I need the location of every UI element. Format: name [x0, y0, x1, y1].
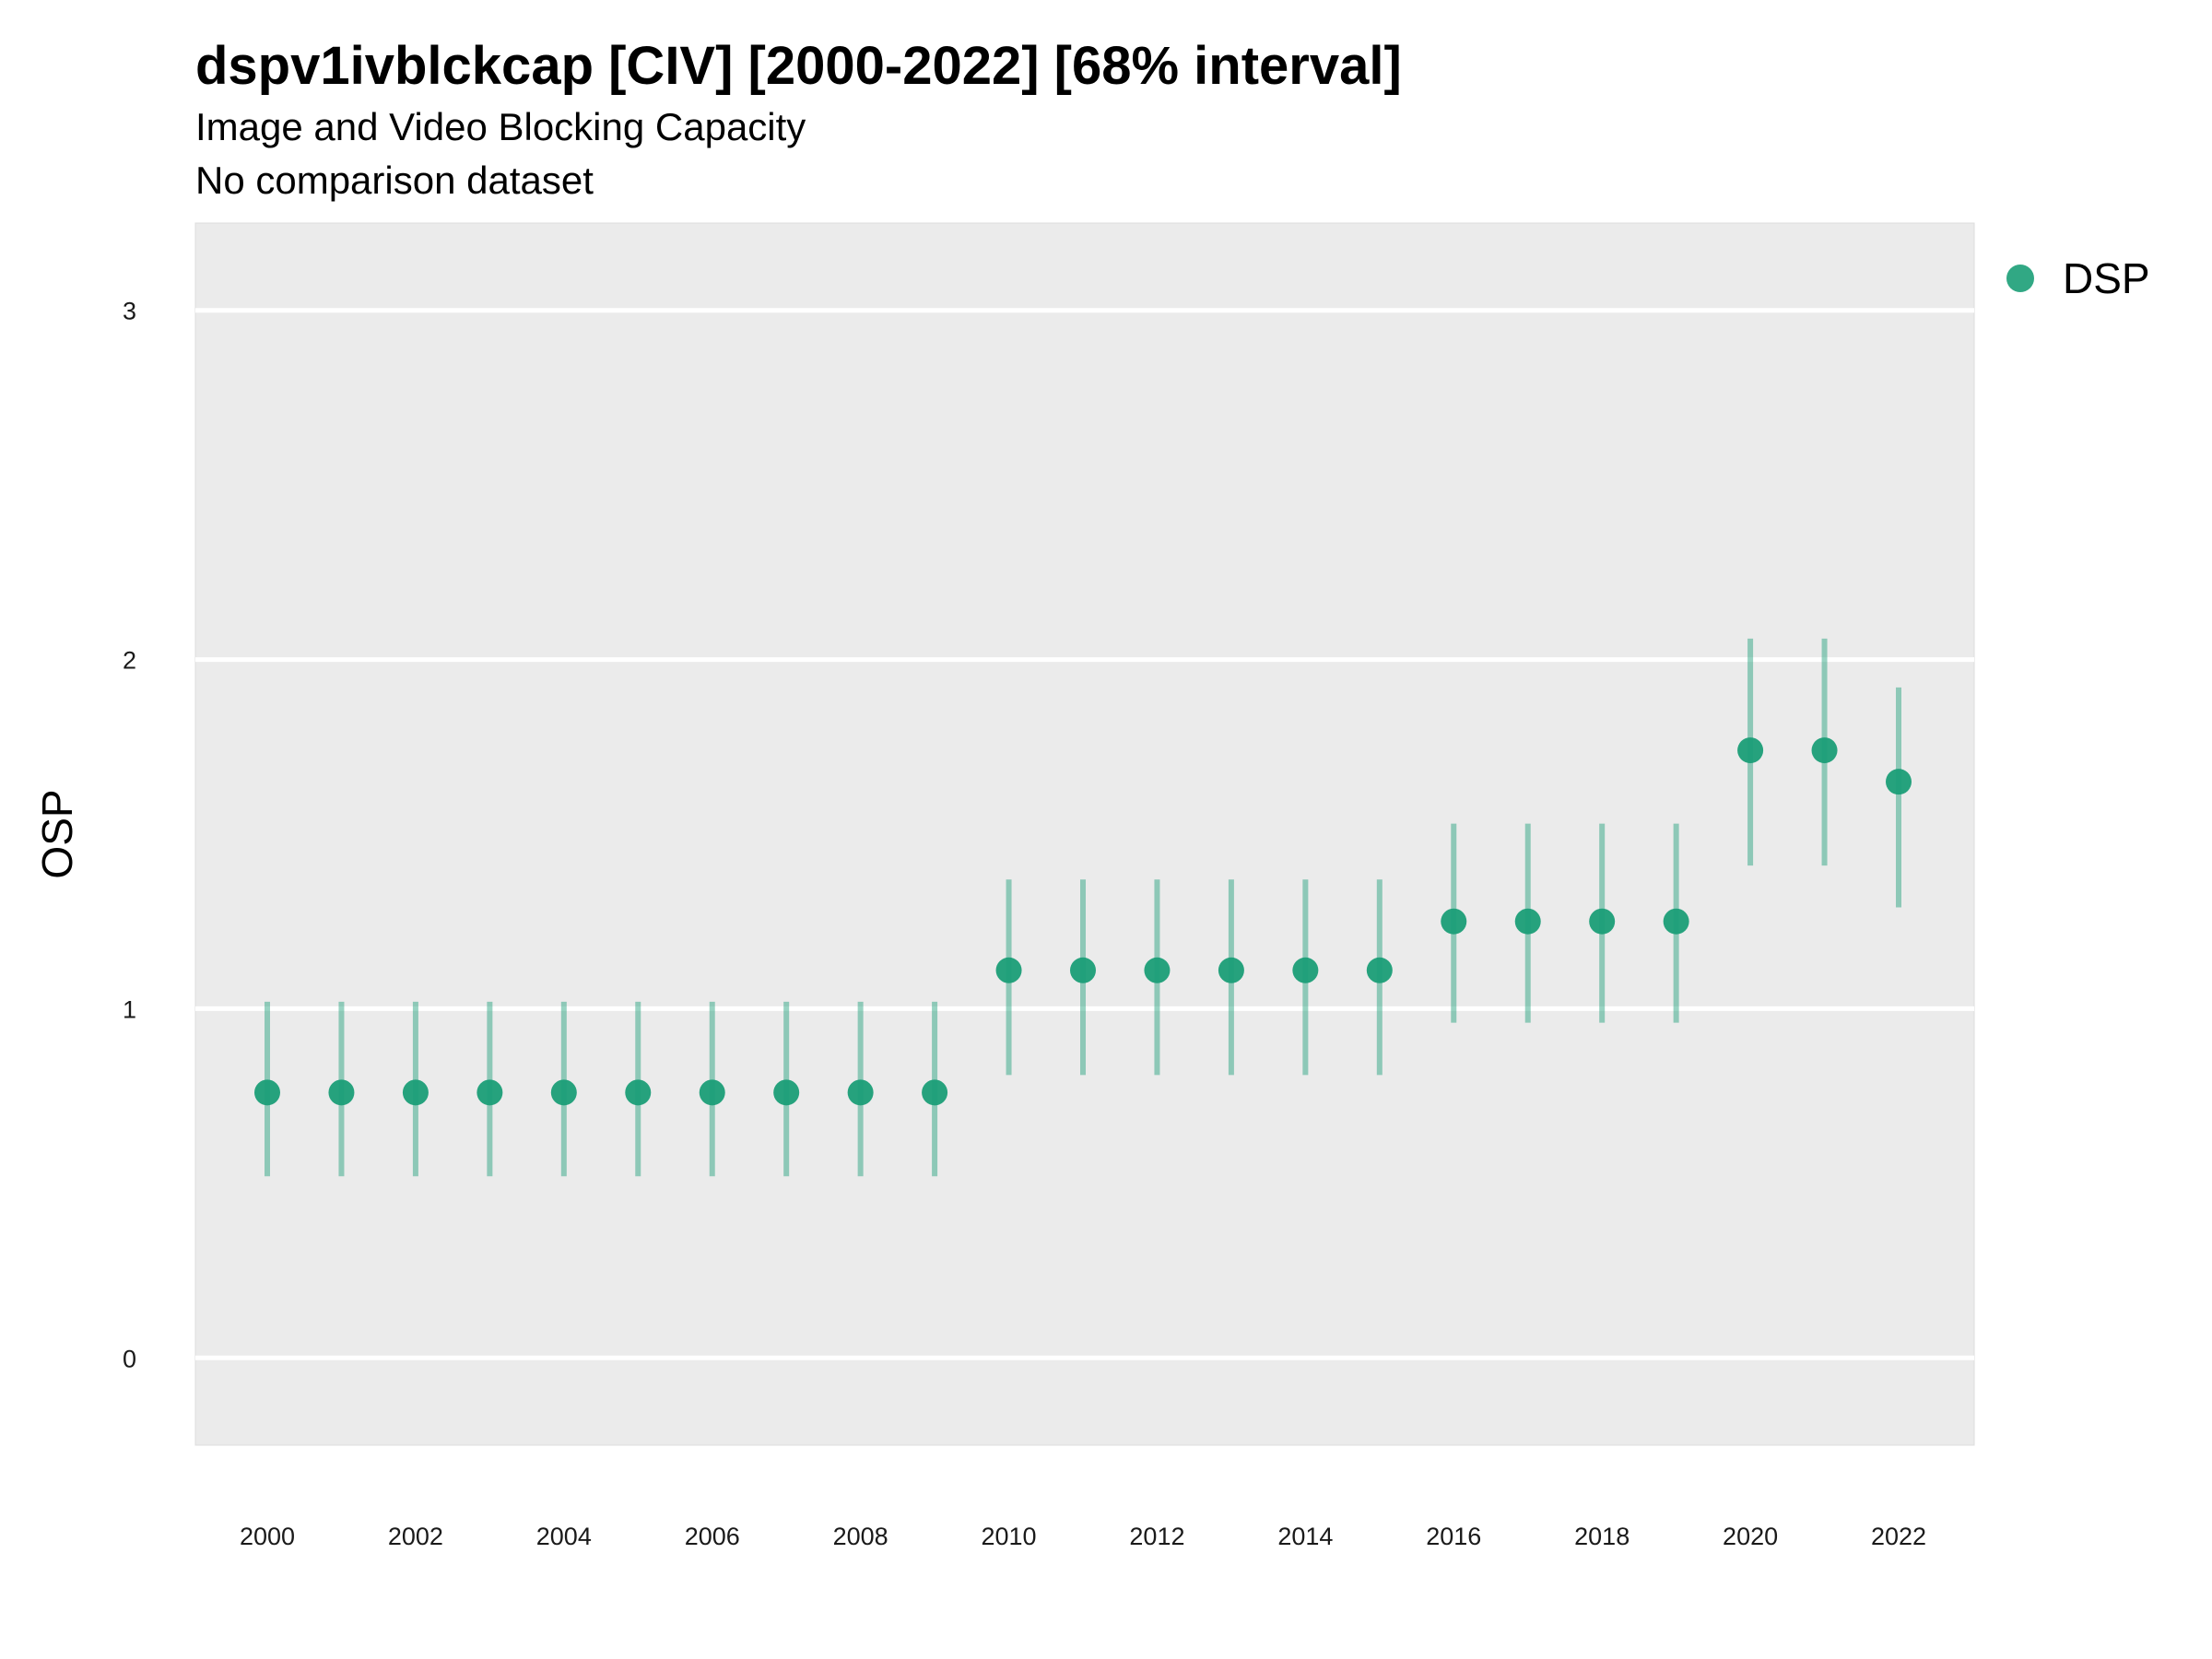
data-point	[477, 1079, 503, 1106]
x-tick-label: 2008	[833, 1523, 888, 1550]
data-point	[1663, 908, 1689, 935]
data-point	[1811, 737, 1838, 764]
data-point	[550, 1079, 577, 1106]
data-point	[1514, 908, 1541, 935]
data-point	[922, 1079, 948, 1106]
y-axis-label: OSP	[33, 789, 81, 878]
y-tick-label: 0	[123, 1345, 136, 1372]
x-tick-label: 2014	[1277, 1523, 1333, 1550]
data-point	[254, 1079, 280, 1106]
x-tick-labels: 2000 2002 2004 2006 2008 2010 2012 2014 2016 2018…	[240, 1523, 1926, 1550]
data-point	[1070, 957, 1096, 983]
y-tick-labels: 0 1 2 3	[123, 298, 136, 1373]
data-points	[254, 737, 1912, 1106]
data-point	[1218, 957, 1244, 983]
data-point	[1441, 908, 1467, 935]
data-point	[1886, 769, 1912, 795]
chart-subtitle: Image and Video Blocking Capacity	[195, 105, 806, 148]
data-point	[847, 1079, 874, 1106]
data-point	[1292, 957, 1319, 983]
x-tick-label: 2020	[1723, 1523, 1778, 1550]
data-point	[625, 1079, 652, 1106]
x-tick-label: 2004	[536, 1523, 592, 1550]
legend: DSP	[2006, 254, 2150, 302]
x-tick-label: 2022	[1871, 1523, 1926, 1550]
y-tick-label: 1	[123, 995, 136, 1023]
data-point	[995, 957, 1022, 983]
data-point	[699, 1079, 725, 1106]
x-tick-label: 2010	[982, 1523, 1037, 1550]
x-tick-label: 2012	[1129, 1523, 1184, 1550]
y-tick-label: 3	[123, 298, 136, 325]
data-point	[1589, 908, 1616, 935]
chart-subtitle-secondary: No comparison dataset	[195, 159, 594, 202]
grid-lines	[195, 308, 1974, 1360]
data-point	[1144, 957, 1171, 983]
x-tick-label: 2006	[685, 1523, 740, 1550]
chart-title: dspv1ivblckcap [CIV] [2000-2022] [68% in…	[195, 36, 1402, 96]
y-tick-label: 2	[123, 647, 136, 675]
data-point	[1737, 737, 1764, 764]
legend-label-dsp: DSP	[2063, 254, 2150, 302]
x-tick-label: 2016	[1426, 1523, 1481, 1550]
data-point	[402, 1079, 429, 1106]
x-tick-label: 2018	[1574, 1523, 1630, 1550]
data-point	[1366, 957, 1393, 983]
data-point	[328, 1079, 355, 1106]
x-tick-label: 2002	[388, 1523, 443, 1550]
x-tick-label: 2000	[240, 1523, 295, 1550]
legend-marker-dsp	[2006, 265, 2034, 292]
plot-panel	[194, 222, 1975, 1446]
data-point	[773, 1079, 800, 1106]
